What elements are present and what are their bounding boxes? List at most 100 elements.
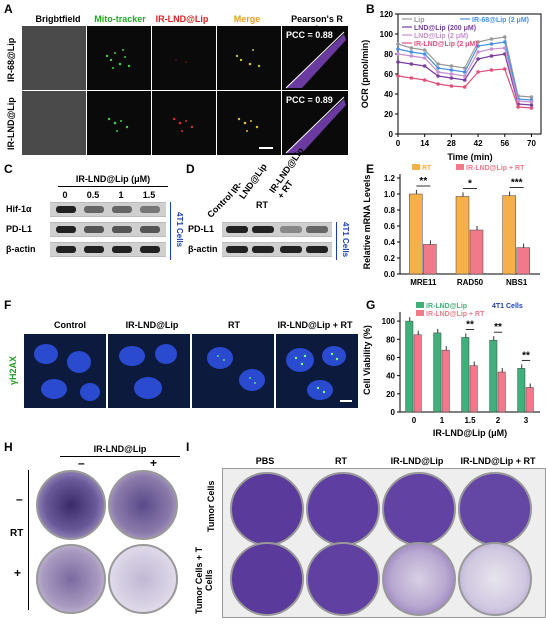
ocr-point (422, 52, 427, 56)
ocr-point (422, 56, 427, 60)
h-plus-left: + (14, 566, 22, 580)
xtick-label: 3 (524, 416, 529, 425)
ocr-point (529, 106, 534, 110)
ocr-legend: Lip IR-68@Lip (2 μM)LND@Lip (200 μM)LND@L… (402, 17, 529, 48)
xtick-label: 1.5 (464, 416, 476, 425)
ocr-ytick-label: 20 (384, 110, 393, 119)
ocr-point (476, 50, 480, 54)
legend-swatch (416, 302, 424, 308)
col-merge: Merge (233, 14, 261, 24)
mrna-ylabel: Relative mRNA Levels (362, 175, 372, 270)
xtick-label: 0 (412, 416, 417, 425)
ocr-point (409, 62, 414, 66)
h-dish-3 (36, 544, 106, 614)
sig-mark: *** (511, 178, 523, 189)
ocr-point (449, 72, 454, 76)
f-col-3: IR-LND@Lip + RT (277, 320, 353, 330)
c-dose-2: 1 (118, 190, 124, 200)
f-img-1 (108, 334, 190, 408)
ocr-point (409, 54, 414, 58)
f-img-2 (192, 334, 274, 408)
h-rt: RT (10, 528, 24, 539)
bar-1 (413, 334, 422, 413)
c-hif: Hif-1α (6, 204, 32, 214)
ytick-label: 0.0 (384, 270, 396, 279)
ocr-xtick-label: 56 (500, 139, 509, 148)
ocr-legend-label: LND@Lip (2 μM) (414, 33, 468, 40)
merge-2 (217, 91, 281, 155)
ocr-xtick-label: 42 (474, 139, 483, 148)
legend-label: RT (422, 165, 432, 172)
irlnd-2 (152, 91, 216, 155)
col-brightfield: Brigbtfield (35, 14, 81, 24)
ocr-point (449, 68, 454, 72)
ocr-legend-label: LND@Lip (200 μM) (414, 25, 476, 32)
ocr-ytick-label: 40 (384, 90, 393, 99)
ocr-frame (397, 13, 542, 135)
ocr-point (462, 70, 467, 74)
mrna-chart: Relative mRNA Levels 0.0 0.2 0.4 0.6 0.8 1.0 1… (362, 164, 540, 287)
ytick-label: 1.0 (384, 190, 396, 199)
panel-c-label: C (4, 162, 13, 176)
d-cells-line (336, 222, 337, 260)
ocr-point (422, 64, 427, 68)
sig-mark: ** (522, 350, 530, 361)
ocr-point (436, 82, 440, 86)
xtick-label: NBS1 (506, 278, 528, 287)
panel-a-label: A (4, 2, 13, 16)
viab-bars: 0 1 1.5 ** 2 ** 3 ** (405, 317, 534, 425)
ocr-ytick-label: 120 (380, 10, 394, 19)
c-cells: 4T1 Cells (175, 212, 184, 248)
bar-1 (469, 229, 484, 275)
bar-1 (497, 371, 506, 413)
ocr-point (529, 103, 534, 107)
ytick-label: 0 (391, 408, 396, 417)
ytick-label: 1.2 (384, 174, 396, 183)
d-blot (222, 222, 332, 262)
ytick-label: 100 (382, 317, 396, 326)
c-cells-line (170, 202, 171, 260)
i-dish-2 (382, 472, 456, 546)
f-col-2: RT (228, 320, 240, 330)
panel-e-label: E (366, 162, 375, 176)
ocr-point (449, 84, 454, 88)
ocr-ytick-label: 80 (384, 50, 393, 59)
f-col-1: IR-LND@Lip (125, 320, 179, 330)
ocr-point (396, 52, 400, 56)
ytick-label: 0.4 (384, 238, 396, 247)
row-ir68: IR-68@Lip (6, 37, 16, 83)
ocr-legend-label: Lip (414, 17, 425, 24)
bar-1 (441, 349, 450, 413)
f-img-3 (276, 334, 358, 408)
ytick-label: 0.8 (384, 206, 396, 215)
ytick-label: 0.6 (384, 222, 396, 231)
sig-mark: * (468, 178, 472, 189)
ocr-point (529, 95, 534, 99)
xtick-label: MRE11 (410, 278, 437, 287)
bar-1 (525, 387, 534, 413)
ocr-point (516, 99, 520, 103)
ocr-point (502, 35, 507, 39)
h-title: IR-LND@Lip (93, 444, 147, 454)
merge-1 (217, 26, 281, 90)
h-dish-4 (108, 544, 178, 614)
sig-mark: ** (494, 322, 502, 333)
ytick-label: 80 (386, 335, 395, 344)
panel-f-label: F (4, 298, 12, 312)
ocr-xlabel: Time (min) (447, 152, 492, 162)
d-lane-1: RT (256, 200, 268, 210)
ocr-series (396, 35, 534, 110)
h-dish-2 (108, 470, 178, 540)
xtick-label: 1 (440, 416, 445, 425)
i-dish-5 (306, 542, 380, 616)
ocr-point (409, 76, 414, 80)
ocr-point (476, 40, 480, 44)
col-mito: Mito-tracker (94, 14, 146, 24)
ocr-point (422, 48, 427, 52)
legend-label: IR-LND@Lip + RT (426, 311, 485, 318)
ocr-point (489, 47, 494, 51)
ocr-xtick-label: 28 (447, 139, 456, 148)
legend-swatch (412, 164, 420, 170)
ocr-point (436, 74, 440, 78)
d-pdl1: PD-L1 (188, 224, 215, 234)
